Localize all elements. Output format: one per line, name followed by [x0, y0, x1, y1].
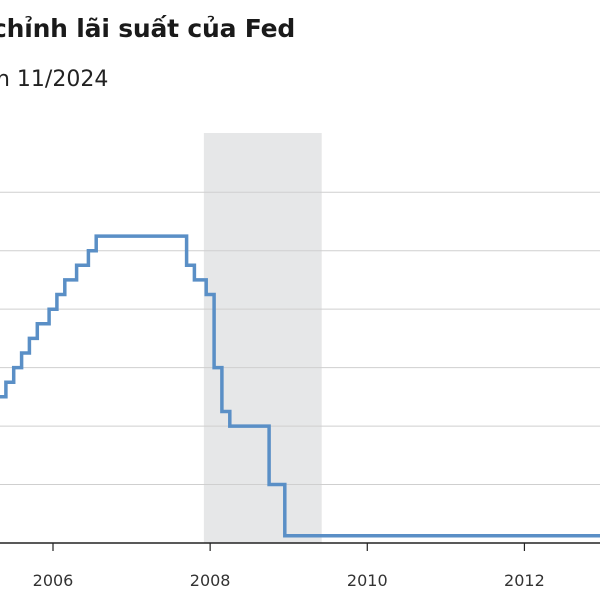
x-tick-label: 2008 — [190, 571, 231, 590]
x-tick-label: 2012 — [504, 571, 545, 590]
chart-title: chỉnh lãi suất của Fed — [0, 14, 296, 43]
x-tick-label: 2010 — [347, 571, 388, 590]
x-tick-label: 2006 — [33, 571, 74, 590]
rate-series-line — [0, 234, 600, 538]
recession-band — [203, 133, 322, 543]
chart-subtitle: n 11/2024 — [0, 67, 109, 92]
